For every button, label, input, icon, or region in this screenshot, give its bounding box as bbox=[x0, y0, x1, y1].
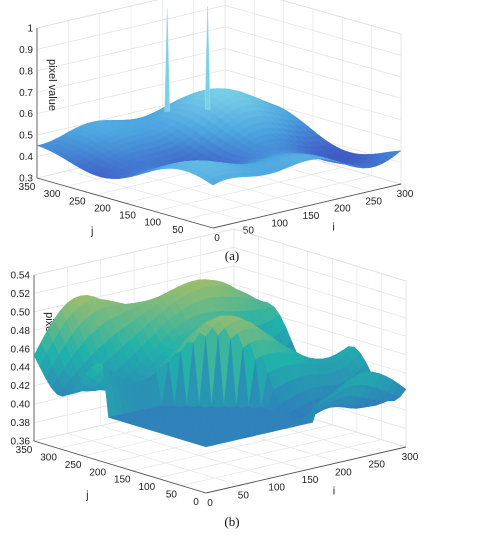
j-axis-label: j bbox=[85, 489, 88, 501]
surface-spike bbox=[164, 8, 170, 112]
j-axis-label: j bbox=[90, 226, 93, 238]
z-tick-label: 0.38 bbox=[11, 418, 31, 429]
j-tick-label: 350 bbox=[16, 445, 33, 456]
z-tick-label: 0.48 bbox=[11, 326, 31, 337]
z-tick-label: 0.3 bbox=[19, 174, 33, 185]
surface-patch bbox=[206, 177, 220, 186]
surface-patch bbox=[199, 443, 214, 448]
z-gridline bbox=[36, 26, 402, 78]
z-tick-label: 1 bbox=[27, 24, 33, 35]
surface bbox=[33, 279, 407, 448]
surface bbox=[36, 6, 402, 186]
z-tick-label: 0.44 bbox=[11, 363, 31, 374]
z-tick-label: 0.6 bbox=[19, 109, 33, 120]
j-tick-label: 300 bbox=[44, 189, 61, 200]
j-tick-label: 50 bbox=[166, 490, 178, 501]
j-tick-label: 250 bbox=[65, 460, 82, 471]
i-tick-label: 50 bbox=[238, 490, 250, 501]
j-tick-label: 100 bbox=[139, 482, 156, 493]
j-tick-label: 200 bbox=[89, 467, 106, 478]
i-tick-label: 0 bbox=[207, 498, 213, 509]
surface-plot-a: 0.3 0.4 0.5 0.6 0.7 0.8 0.9 1 pixel value 0 50 100 1… bbox=[19, 0, 414, 244]
z-axis-label: pixel value bbox=[46, 59, 58, 111]
j-tick-label: 250 bbox=[69, 196, 86, 207]
i-tick-label: 200 bbox=[335, 467, 352, 478]
j-gridline bbox=[183, 25, 373, 221]
i-axis-label: i bbox=[333, 485, 335, 497]
i-axis-label: i bbox=[332, 222, 334, 234]
j-gridline bbox=[132, 258, 333, 472]
i-tick-label: 150 bbox=[303, 211, 320, 222]
j-tick-label: 150 bbox=[119, 211, 136, 222]
z-tick-label: 0.36 bbox=[11, 437, 31, 448]
z-tick-label: 0.9 bbox=[19, 45, 33, 56]
j-gridline bbox=[154, 17, 343, 212]
z-tick-label: 0.5 bbox=[19, 131, 33, 142]
i-tick-label: 0 bbox=[214, 233, 220, 244]
z-tick-label: 0.52 bbox=[11, 289, 31, 300]
i-axis-line bbox=[205, 446, 407, 494]
i-tick-label: 300 bbox=[397, 189, 414, 200]
z-gridline bbox=[36, 0, 402, 35]
z-tick-label: 0.40 bbox=[11, 400, 31, 411]
axes: 0.3 0.4 0.5 0.6 0.7 0.8 0.9 1 pixel value 0 50 100 1… bbox=[19, 24, 414, 245]
z-tick-label: 0.46 bbox=[11, 344, 31, 355]
j-gridline bbox=[181, 273, 382, 486]
j-tick-label: 350 bbox=[19, 182, 36, 193]
surface-plot-b: 0.36 0.38 0.40 0.42 0.44 0.46 0.48 0.50 0.52 0.54… bbox=[11, 228, 419, 509]
j-axis-line bbox=[33, 440, 207, 494]
i-tick-label: 300 bbox=[402, 452, 419, 463]
z-tick-label: 0.8 bbox=[19, 66, 33, 77]
i-tick-label: 250 bbox=[368, 460, 385, 471]
j-tick-label: 0 bbox=[193, 497, 199, 508]
z-gridline bbox=[36, 5, 402, 56]
z-tick-label: 0.7 bbox=[19, 88, 33, 99]
caption-a: (a) bbox=[225, 248, 239, 263]
z-gridline bbox=[33, 228, 407, 282]
j-tick-label: 300 bbox=[40, 452, 57, 463]
z-tick-label: 0.54 bbox=[11, 271, 31, 282]
i-axis-line bbox=[212, 183, 402, 229]
i-tick-label: 150 bbox=[302, 475, 319, 486]
j-tick-label: 100 bbox=[144, 218, 161, 229]
z-tick-label: 0.4 bbox=[19, 152, 33, 163]
j-tick-label: 200 bbox=[94, 203, 111, 214]
i-tick-label: 200 bbox=[334, 204, 351, 215]
z-tick-label: 0.42 bbox=[11, 381, 31, 392]
surface-spike bbox=[204, 6, 211, 110]
caption-b: (b) bbox=[224, 514, 239, 529]
i-tick-label: 50 bbox=[243, 226, 255, 237]
i-tick-label: 100 bbox=[268, 483, 285, 494]
j-axis-line bbox=[36, 177, 214, 229]
i-tick-label: 250 bbox=[365, 196, 382, 207]
j-gridline bbox=[156, 266, 358, 479]
j-tick-label: 150 bbox=[114, 475, 131, 486]
z-tick-label: 0.50 bbox=[11, 307, 31, 318]
j-tick-label: 50 bbox=[172, 225, 184, 236]
i-tick-label: 100 bbox=[271, 218, 288, 229]
